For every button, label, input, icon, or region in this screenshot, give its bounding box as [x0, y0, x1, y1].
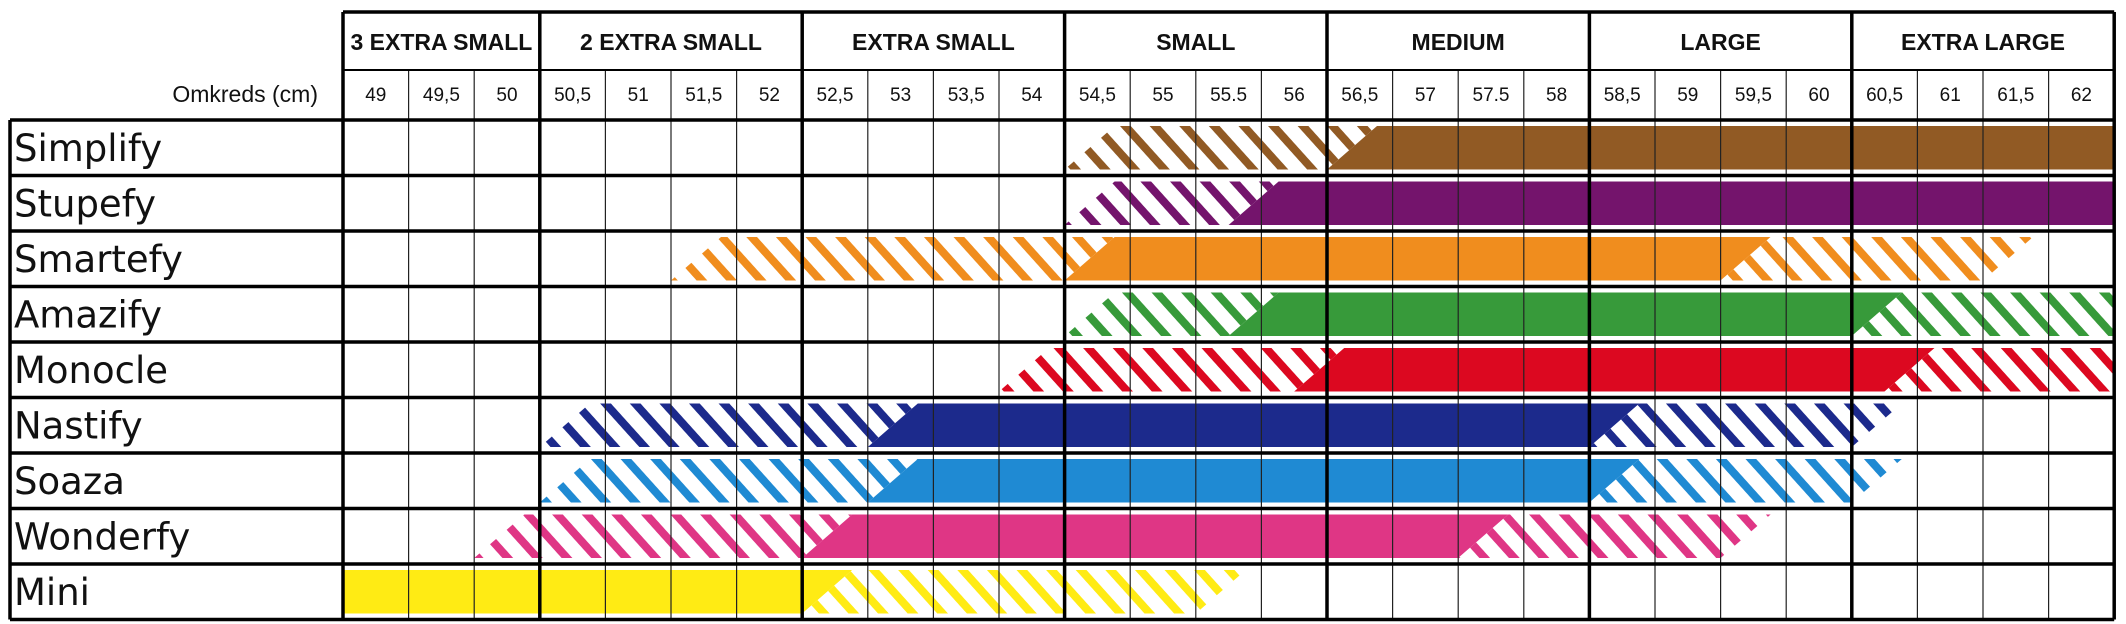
size-group-label: 2 EXTRA SMALL [580, 29, 762, 55]
monocle-solid-bar [1294, 348, 1935, 392]
circumference-tick-label: 53 [890, 85, 911, 106]
circumference-tick-label: 56 [1284, 85, 1305, 106]
circumference-tick-label: 51 [628, 85, 649, 106]
mini-hatch-out-bar [802, 570, 1246, 614]
soaza-solid-bar [867, 459, 1640, 503]
circumference-tick-label: 53,5 [948, 85, 985, 106]
circumference-tick-label: 58,5 [1604, 85, 1641, 106]
size-group-label: 3 EXTRA SMALL [350, 29, 532, 55]
circumference-tick-label: 52,5 [817, 85, 854, 106]
size-group-label: SMALL [1156, 29, 1235, 55]
model-row-label: Wonderfy [14, 515, 190, 558]
circumference-tick-label: 60 [1808, 85, 1829, 106]
simplify-hatch-in-bar [1064, 126, 1377, 170]
bars-layer [343, 126, 2115, 614]
model-row-label: Amazify [14, 293, 162, 336]
smartefy-solid-bar [1064, 237, 1771, 281]
circumference-tick-label: 54 [1021, 85, 1043, 106]
model-row-label: Soaza [14, 460, 125, 503]
circumference-tick-label: 57 [1415, 85, 1436, 106]
x-axis-label: Omkreds (cm) [172, 81, 318, 107]
circumference-tick-label: 50,5 [554, 85, 591, 106]
circumference-tick-label: 62 [2071, 85, 2092, 106]
soaza-hatch-in-bar [539, 459, 918, 503]
mini-solid-bar [343, 570, 853, 614]
nastify-hatch-out-bar [1589, 403, 1902, 447]
circumference-tick-label: 59,5 [1735, 85, 1772, 106]
model-row-label: Simplify [14, 127, 162, 170]
wonderfy-hatch-in-bar [474, 514, 853, 558]
stupefy-hatch-in-bar [1064, 181, 1279, 225]
text-layer: Omkreds (cm) 3 EXTRA SMALL 2 EXTRA SMALL E… [14, 29, 2092, 614]
circumference-tick-label: 50 [496, 85, 517, 106]
amazify-hatch-in-bar [1064, 292, 1279, 336]
model-row-label: Stupefy [14, 182, 156, 225]
circumference-tick-label: 59 [1677, 85, 1698, 106]
circumference-tick-label: 60,5 [1866, 85, 1903, 106]
circumference-tick-label: 54,5 [1079, 85, 1116, 106]
circumference-tick-label: 55 [1152, 85, 1173, 106]
wonderfy-hatch-out-bar [1458, 514, 1771, 558]
size-group-label: EXTRA LARGE [1901, 29, 2065, 55]
model-row-label: Nastify [14, 404, 143, 447]
smartefy-hatch-out-bar [1720, 237, 2033, 281]
model-row-label: Mini [14, 571, 90, 614]
circumference-tick-label: 56,5 [1341, 85, 1378, 106]
monocle-hatch-in-bar [999, 348, 1345, 392]
circumference-tick-label: 52 [759, 85, 780, 106]
grid-layer [8, 10, 2116, 622]
wonderfy-solid-bar [802, 514, 1509, 558]
amazify-solid-bar [1228, 292, 1902, 336]
smartefy-hatch-in-bar [671, 237, 1115, 281]
size-group-label: EXTRA SMALL [852, 29, 1015, 55]
circumference-tick-label: 61 [1940, 85, 1961, 106]
model-row-label: Monocle [14, 349, 168, 392]
circumference-tick-label: 49,5 [423, 85, 460, 106]
circumference-tick-label: 49 [365, 85, 386, 106]
circumference-tick-label: 55.5 [1210, 85, 1247, 106]
monocle-hatch-out-bar [1884, 348, 2115, 392]
circumference-tick-label: 58 [1546, 85, 1567, 106]
nastify-solid-bar [867, 403, 1640, 447]
nastify-hatch-in-bar [539, 403, 918, 447]
size-group-label: LARGE [1680, 29, 1761, 55]
stupefy-solid-bar [1228, 181, 2115, 225]
circumference-tick-label: 57.5 [1473, 85, 1510, 106]
model-row-label: Smartefy [14, 238, 183, 281]
size-group-label: MEDIUM [1412, 29, 1505, 55]
soaza-hatch-out-bar [1589, 459, 1902, 503]
circumference-tick-label: 51,5 [685, 85, 722, 106]
circumference-tick-label: 61,5 [1997, 85, 2034, 106]
